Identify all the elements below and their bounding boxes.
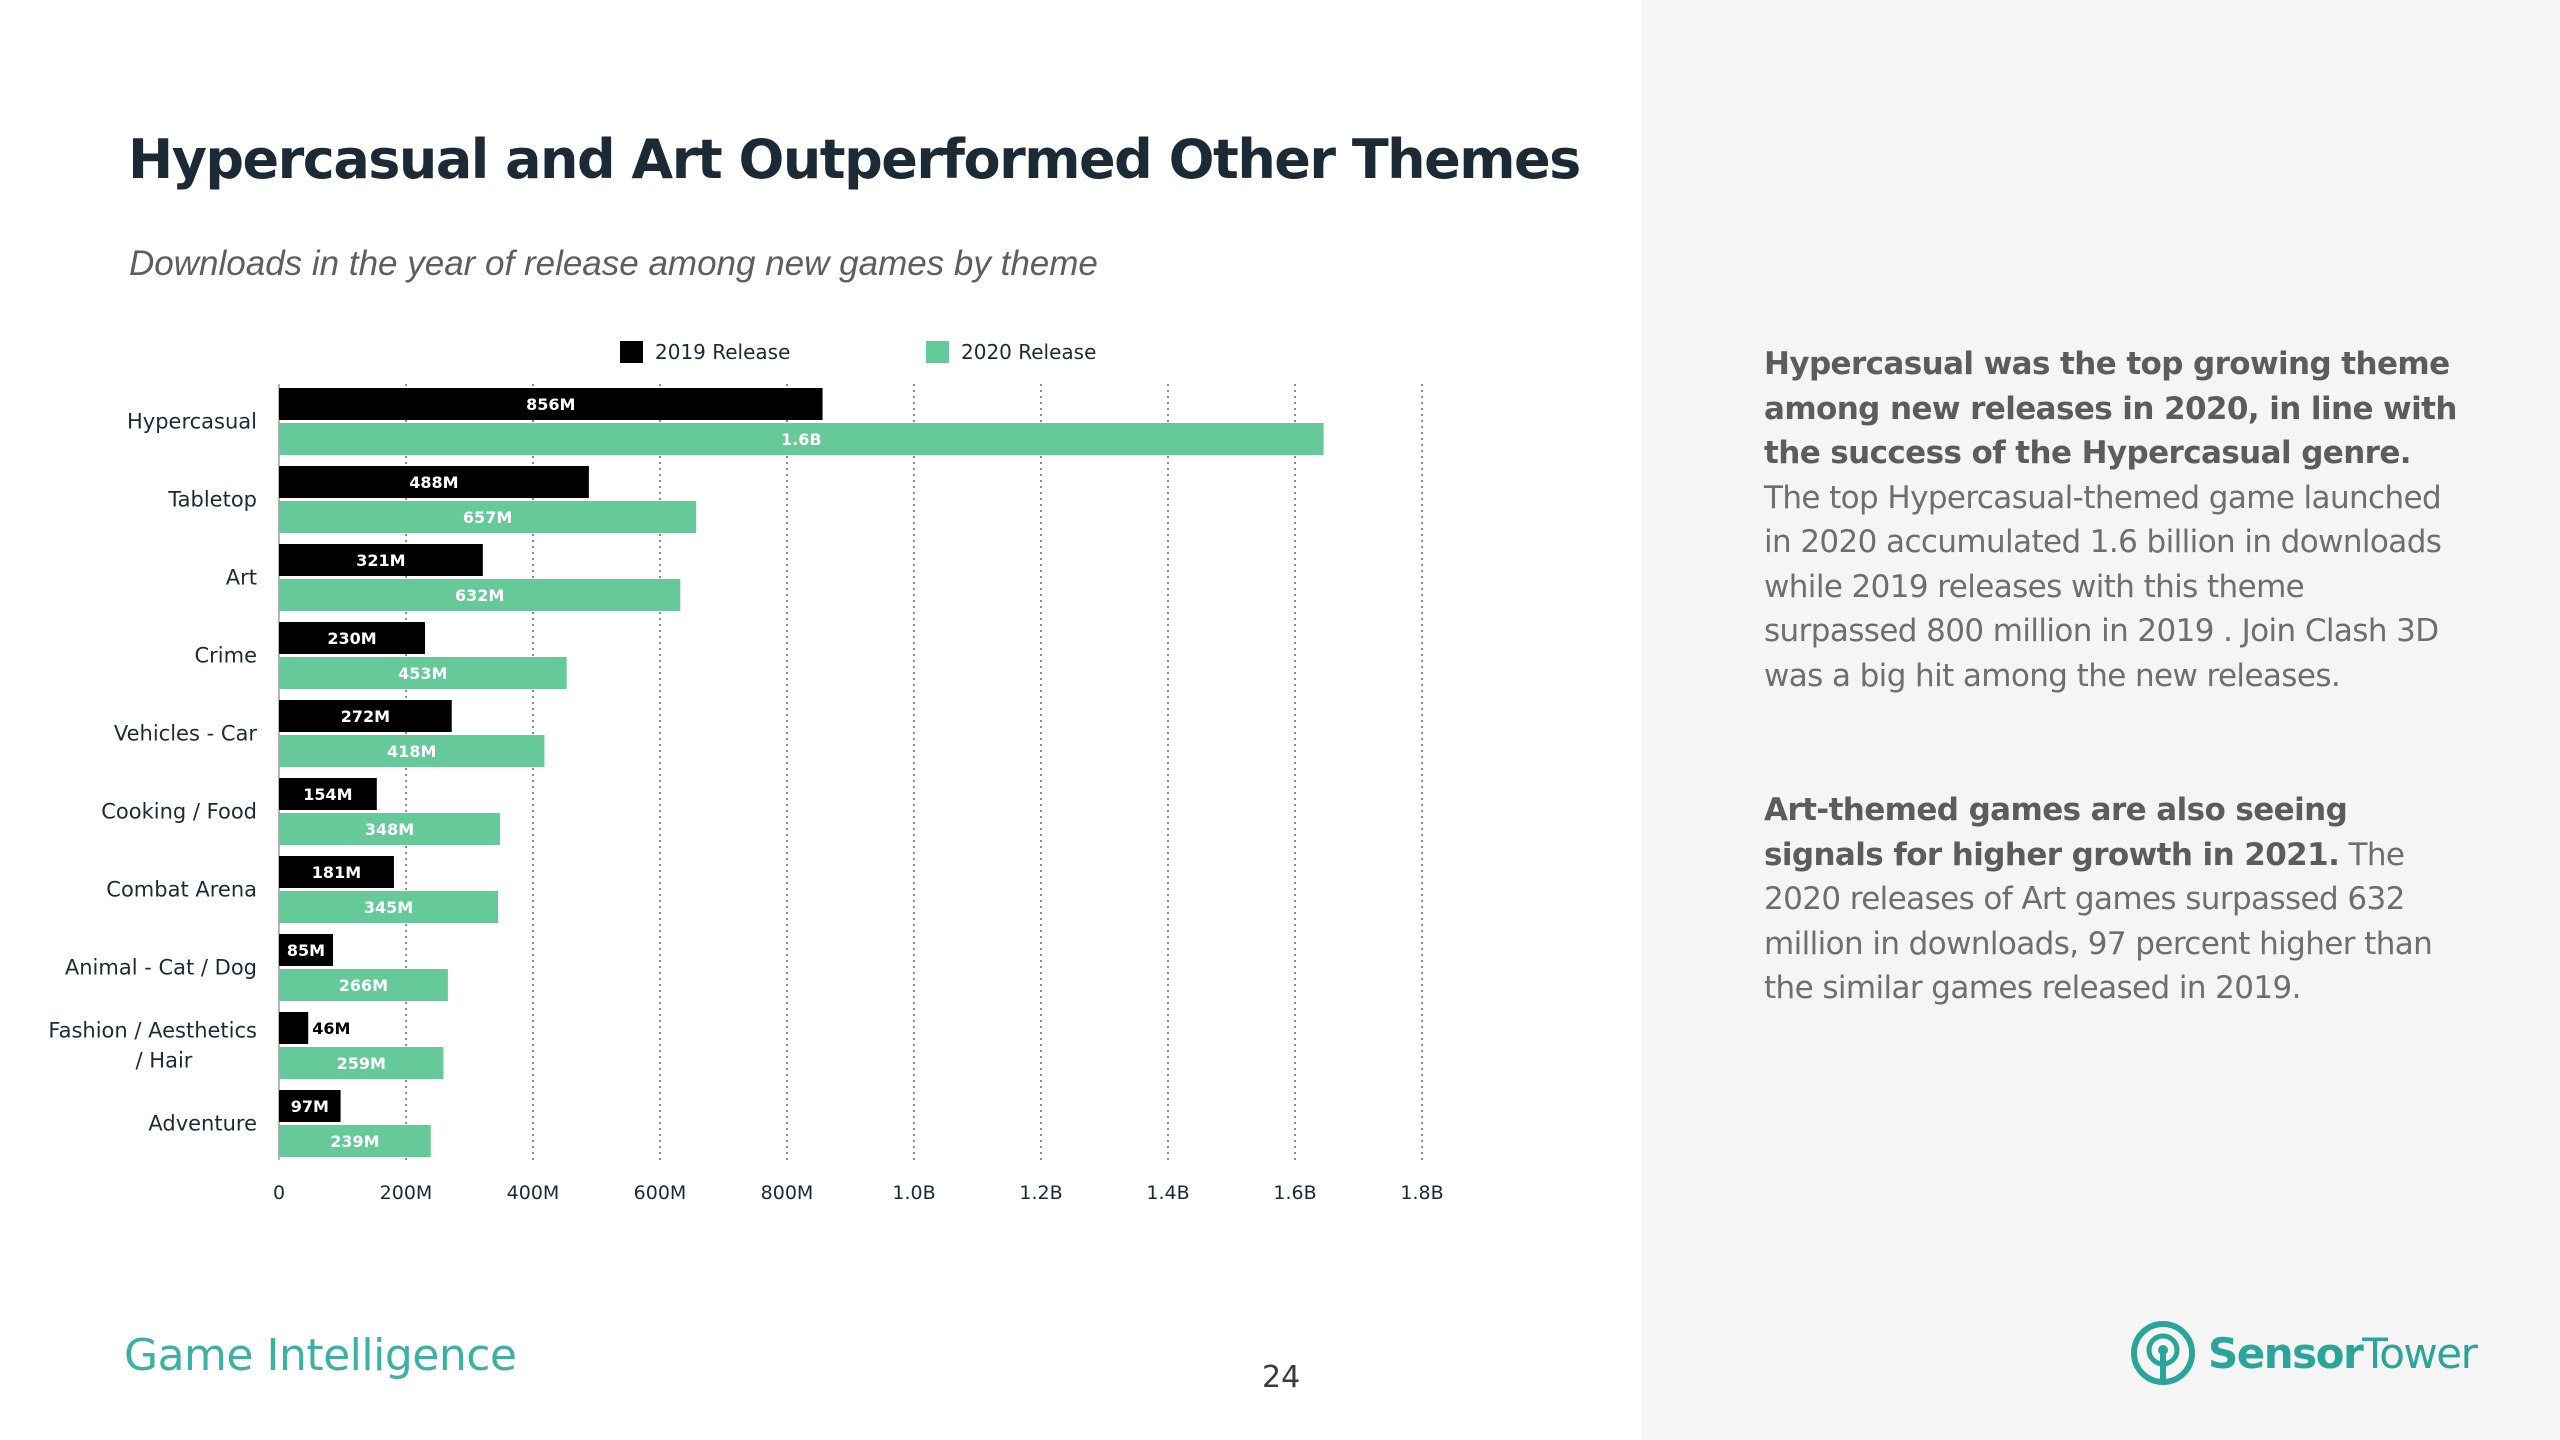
bar-2020 xyxy=(279,1047,444,1079)
legend-label-2019: 2019 Release xyxy=(655,340,791,364)
chart-bars xyxy=(279,388,1324,1157)
bar-2020 xyxy=(279,891,499,923)
paragraph-1-lead: Hypercasual was the top growing theme am… xyxy=(1764,346,2457,471)
x-tick-label: 400M xyxy=(507,1182,560,1204)
data-label: 632M xyxy=(455,586,504,605)
x-tick-label: 1.0B xyxy=(892,1182,935,1204)
bar-2020 xyxy=(279,735,545,767)
x-tick-label: 1.2B xyxy=(1019,1182,1062,1204)
data-label: 266M xyxy=(339,976,388,995)
bar-2020 xyxy=(279,423,1324,455)
bar-2019 xyxy=(279,544,483,576)
category-label: Cooking / Food xyxy=(101,800,257,824)
bar-2020 xyxy=(279,813,500,845)
category-label: Tabletop xyxy=(167,488,257,512)
x-tick-label: 800M xyxy=(761,1182,814,1204)
category-label: Hypercasual xyxy=(127,410,257,434)
bar-2020 xyxy=(279,579,681,611)
legend-label-2020: 2020 Release xyxy=(961,340,1097,364)
page-number: 24 xyxy=(1262,1360,1301,1395)
chart-gridlines xyxy=(278,384,1423,1160)
legend-item-2020: 2020 Release xyxy=(926,340,1096,364)
bar-2019 xyxy=(279,1090,341,1122)
chart-subtitle: Downloads in the year of release among n… xyxy=(129,244,1098,283)
bar-2019 xyxy=(279,1012,309,1044)
legend-item-2019: 2019 Release xyxy=(620,340,790,364)
logo-word-tower: Tower xyxy=(2362,1328,2478,1378)
data-label: 239M xyxy=(330,1132,379,1151)
category-label: Vehicles - Car xyxy=(114,722,258,746)
bar-2019 xyxy=(279,934,333,966)
category-label: Adventure xyxy=(148,1112,257,1136)
slide-title: Hypercasual and Art Outperformed Other T… xyxy=(128,128,1581,191)
data-label: 181M xyxy=(312,863,361,882)
bar-2020 xyxy=(279,1125,431,1157)
data-label: 272M xyxy=(341,707,390,726)
bar-2019 xyxy=(279,388,823,420)
x-tick-label: 1.8B xyxy=(1400,1182,1443,1204)
footer-brand-label: Game Intelligence xyxy=(124,1330,517,1381)
x-tick-label: 600M xyxy=(634,1182,687,1204)
sensor-tower-logo-icon xyxy=(2131,1321,2195,1385)
data-label: 453M xyxy=(398,664,447,683)
data-label: 46M xyxy=(312,1019,350,1038)
category-label: Animal - Cat / Dog xyxy=(65,956,257,980)
data-label: 856M xyxy=(526,395,575,414)
data-label: 348M xyxy=(365,820,414,839)
data-label: 97M xyxy=(291,1097,329,1116)
data-label: 154M xyxy=(303,785,352,804)
x-tick-label: 1.4B xyxy=(1146,1182,1189,1204)
bar-2019 xyxy=(279,622,426,654)
x-tick-label: 0 xyxy=(273,1182,285,1204)
sensor-tower-logo: SensorTower xyxy=(2130,1318,2478,1388)
data-label: 321M xyxy=(356,551,405,570)
data-label: 488M xyxy=(409,473,458,492)
legend-swatch-2020 xyxy=(926,341,949,363)
data-label: 259M xyxy=(337,1054,386,1073)
category-label: Crime xyxy=(194,644,257,668)
x-tick-label: 200M xyxy=(380,1182,433,1204)
commentary-panel xyxy=(1642,0,2560,1440)
category-label: Combat Arena xyxy=(106,878,257,902)
data-label: 657M xyxy=(463,508,512,527)
logo-word-sensor: Sensor xyxy=(2208,1328,2364,1378)
bar-2019 xyxy=(279,466,589,498)
x-tick-label: 1.6B xyxy=(1273,1182,1316,1204)
category-label: / Hair xyxy=(136,1049,193,1073)
commentary-paragraph-2: Art-themed games are also seeing signals… xyxy=(1764,788,2464,1011)
data-label: 345M xyxy=(364,898,413,917)
legend-swatch-2019 xyxy=(620,341,643,363)
bar-2019 xyxy=(279,856,394,888)
slide-main-panel xyxy=(0,0,1642,1440)
paragraph-2-body: The 2020 releases of Art games surpassed… xyxy=(1764,836,2433,1007)
data-label: 230M xyxy=(327,629,376,648)
data-label: 85M xyxy=(287,941,325,960)
commentary-paragraph-1: Hypercasual was the top growing theme am… xyxy=(1764,342,2464,698)
data-label: 1.6B xyxy=(781,430,822,449)
bar-2019 xyxy=(279,778,377,810)
bar-chart: 0 200M 400M 600M 800M 1.0B 1.2B 1.4B 1.6B 1.8B 856… xyxy=(48,384,1444,1204)
bar-2019 xyxy=(279,700,452,732)
bar-2020 xyxy=(279,969,448,1001)
logo-wordmark: SensorTower xyxy=(2208,1328,2478,1378)
paragraph-1-body: The top Hypercasual-themed game launched… xyxy=(1764,479,2442,694)
paragraph-2-lead: Art-themed games are also seeing signals… xyxy=(1764,792,2348,873)
category-label: Fashion / Aesthetics xyxy=(48,1019,257,1043)
bar-2020 xyxy=(279,501,697,533)
chart-labels: 0 200M 400M 600M 800M 1.0B 1.2B 1.4B 1.6B 1.8B 856… xyxy=(48,395,1443,1204)
category-label: Art xyxy=(226,566,257,590)
data-label: 418M xyxy=(387,742,436,761)
bar-2020 xyxy=(279,657,567,689)
